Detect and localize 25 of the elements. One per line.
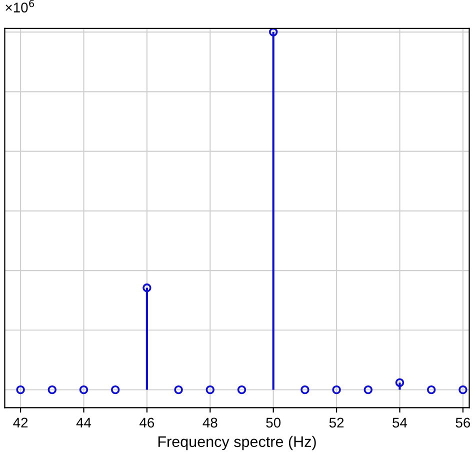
point xyxy=(174,385,183,394)
point xyxy=(206,385,215,394)
point xyxy=(48,385,57,394)
point xyxy=(237,385,246,394)
x-tick-label: 44 xyxy=(76,418,92,428)
point xyxy=(395,378,404,387)
text: ×10$^{6}$ xyxy=(6,0,34,12)
x-tick-label: 50 xyxy=(266,418,281,428)
x-axis-title: Frequency spectre (Hz) xyxy=(158,436,316,450)
point xyxy=(426,385,436,394)
x-tick-label: 52 xyxy=(329,418,344,428)
point xyxy=(300,385,310,394)
x-tick-label: 48 xyxy=(202,418,218,428)
point xyxy=(142,283,152,292)
point xyxy=(16,385,25,394)
x-tick-label: 42 xyxy=(13,418,28,428)
point xyxy=(79,385,88,394)
point xyxy=(332,385,341,394)
point xyxy=(458,385,468,394)
x-tick-label: 56 xyxy=(456,418,470,428)
point xyxy=(110,385,120,394)
point xyxy=(364,385,373,394)
x-tick-label: 54 xyxy=(392,418,408,428)
x-tick-label: 46 xyxy=(140,418,154,428)
point xyxy=(268,28,278,36)
